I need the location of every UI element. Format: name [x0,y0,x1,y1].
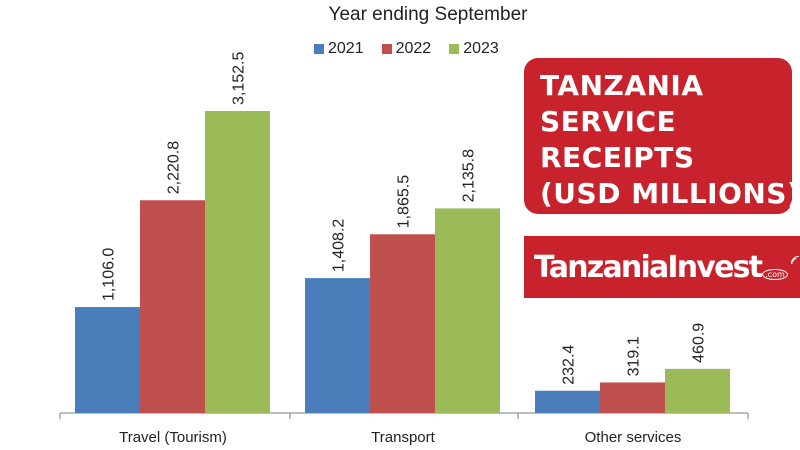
brand-suffix: .com [762,268,788,280]
legend-swatch-2021 [314,44,324,54]
data-label-2022-0: 2,220.8 [166,141,183,194]
legend-swatch-2023 [449,44,460,54]
data-label-2023-1: 2,135.8 [461,149,478,202]
title-line-2: SERVICE [540,105,677,138]
data-label-2023-0: 3,152.5 [231,52,248,105]
category-label-1: Transport [371,429,435,446]
bar-2023-1 [435,208,500,413]
data-label-2022-1: 1,865.5 [396,175,413,228]
bar-2023-0 [205,111,270,413]
chart-subtitle: Year ending September [328,4,528,25]
legend-item-2022: 2022 [381,40,432,58]
data-label-2022-2: 319.1 [626,336,643,376]
category-label-0: Travel (Tourism) [119,429,227,446]
legend-item-2023: 2023 [449,40,499,58]
bar-2021-0 [75,307,140,413]
category-label-2: Other services [585,429,682,446]
brand-logo: TanzaniaInvest .com [524,236,800,298]
legend-label-2023: 2023 [463,40,499,57]
data-label-2021-2: 232.4 [561,345,578,385]
bar-2022-1 [370,234,435,413]
bar-2022-2 [600,382,665,413]
signal-icon [790,255,799,265]
data-label-2021-1: 1,408.2 [331,219,348,272]
chart-legend: 2021 2022 2023 [314,40,499,58]
brand-name: TanzaniaInvest [534,249,763,285]
bar-2021-2 [535,390,600,413]
data-label-2023-2: 460.9 [691,323,708,363]
title-line-3: RECEIPTS [540,141,695,174]
title-line-1: TANZANIA [540,69,704,102]
bar-2022-0 [140,200,205,413]
legend-item-2021: 2021 [314,40,364,58]
bar-2021-1 [305,278,370,413]
legend-label-2022: 2022 [395,40,432,57]
bar-2023-2 [665,368,730,413]
data-label-2021-0: 1,106.0 [101,248,118,301]
legend-label-2021: 2021 [328,40,364,57]
legend-swatch-2022 [381,44,392,54]
title-line-4: (USD MILLIONS) [540,177,800,210]
title-banner: TANZANIA SERVICE RECEIPTS (USD MILLIONS) [524,58,800,214]
